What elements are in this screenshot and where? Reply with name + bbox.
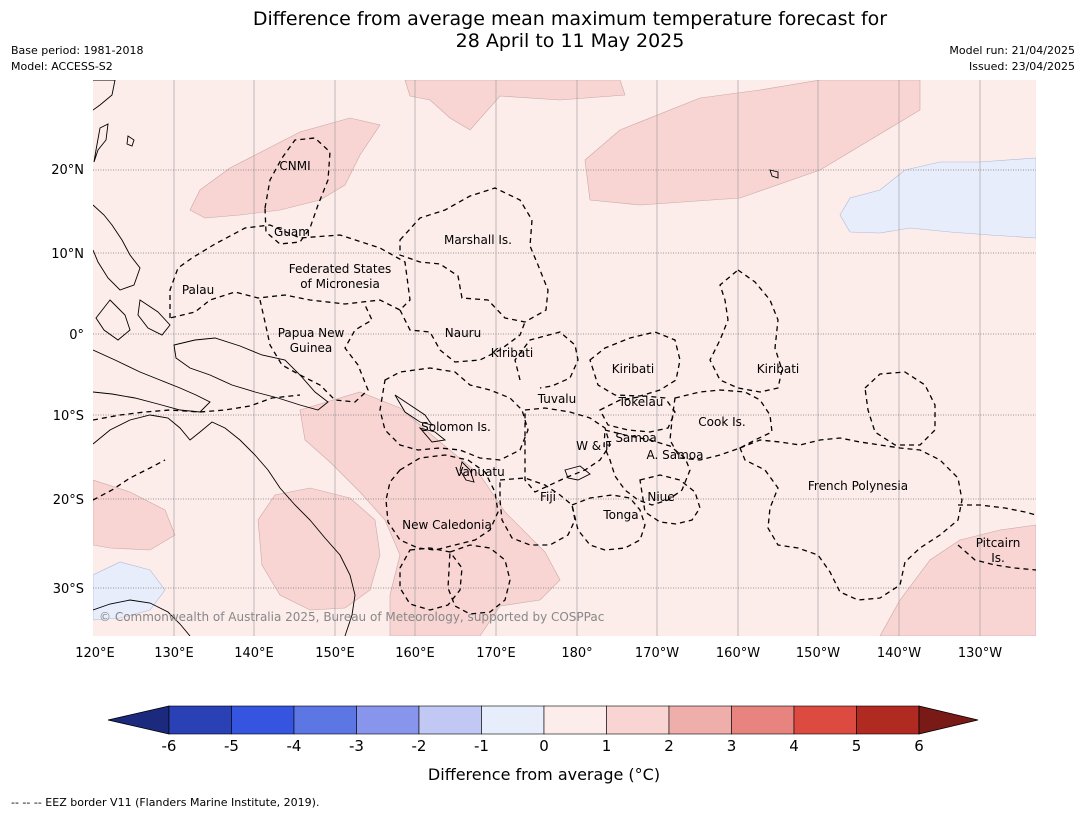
label-png-line2: Guinea xyxy=(290,341,333,355)
colorbar-segment xyxy=(793,705,857,735)
label-kiribati-west: Kiribati xyxy=(491,346,533,360)
colorbar-segment xyxy=(543,705,607,735)
lon-tick: 140°E xyxy=(234,646,274,661)
colorbar-label: Difference from average (°C) xyxy=(428,765,660,784)
lat-tick: 20°N xyxy=(51,163,84,178)
region-labels: CNMI Guam Marshall Is. Federated States … xyxy=(182,159,1020,565)
colorbar-tick: -3 xyxy=(349,737,364,755)
colorbar-extend-low xyxy=(107,705,170,735)
graticule-lines xyxy=(173,80,981,636)
label-tonga: Tonga xyxy=(602,508,638,522)
colorbar-segment xyxy=(731,705,795,735)
colorbar-segment xyxy=(231,705,295,735)
label-marshall-islands: Marshall Is. xyxy=(444,233,512,247)
label-french-polynesia: French Polynesia xyxy=(808,479,908,493)
meta-left: Base period: 1981-2018 Model: ACCESS-S2 xyxy=(11,43,143,75)
colorbar-segment xyxy=(668,705,732,735)
label-american-samoa: A. Samoa xyxy=(647,448,704,462)
map-title: Difference from average mean maximum tem… xyxy=(0,8,1085,52)
lat-tick: 10°N xyxy=(51,247,84,262)
label-guam: Guam xyxy=(274,225,310,239)
label-fsm-line2: of Micronesia xyxy=(300,277,380,291)
lat-tick: 20°S xyxy=(53,493,84,508)
colorbar: -6 -5 -4 -3 -2 -1 0 1 2 3 4 5 6 Differen… xyxy=(107,705,979,784)
lon-tick: 170°E xyxy=(476,646,516,661)
meta-right: Model run: 21/04/2025 Issued: 23/04/2025 xyxy=(949,43,1075,75)
label-kiribati-central: Kiribati xyxy=(612,362,654,376)
cool-anomaly-areas xyxy=(93,157,1036,621)
label-cnmi: CNMI xyxy=(279,159,310,173)
colorbar-segment xyxy=(481,705,545,735)
colorbar-tick: 6 xyxy=(914,737,924,755)
latitude-lines xyxy=(93,169,1036,589)
label-wallis-futuna: W & F xyxy=(576,439,612,453)
colorbar-segment xyxy=(606,705,670,735)
eez-borders xyxy=(93,137,1036,615)
colorbar-tick: 1 xyxy=(602,737,612,755)
colorbar-segment xyxy=(856,705,920,735)
colorbar-segment xyxy=(293,705,357,735)
colorbar-tick: -4 xyxy=(287,737,302,755)
lon-tick: 120°E xyxy=(75,646,115,661)
label-tuvalu: Tuvalu xyxy=(537,392,577,406)
label-fiji: Fiji xyxy=(540,490,556,504)
colorbar-segment xyxy=(356,705,420,735)
lon-tick: 180° xyxy=(561,646,592,661)
eez-footnote: -- -- -- EEZ border V11 (Flanders Marine… xyxy=(11,796,320,809)
colorbar-tick: -2 xyxy=(412,737,427,755)
label-samoa: Samoa xyxy=(615,431,656,445)
label-palau: Palau xyxy=(182,283,214,297)
label-new-caledonia: New Caledonia xyxy=(402,518,492,532)
colorbar-tick: -1 xyxy=(474,737,489,755)
colorbar-tick: -6 xyxy=(162,737,177,755)
lon-tick: 130°E xyxy=(154,646,194,661)
colorbar-tick: -5 xyxy=(224,737,239,755)
label-fsm-line1: Federated States xyxy=(289,262,391,276)
lon-tick: 150°E xyxy=(315,646,355,661)
lon-tick: 140°W xyxy=(877,646,921,661)
lat-tick: 30°S xyxy=(53,582,84,597)
colorbar-tick: 4 xyxy=(789,737,799,755)
label-png-line1: Papua New xyxy=(278,326,345,340)
title-line-2: 28 April to 11 May 2025 xyxy=(455,30,685,52)
label-cook-islands: Cook Is. xyxy=(698,415,745,429)
lon-tick: 130°W xyxy=(958,646,1002,661)
colorbar-extend-high xyxy=(918,705,979,735)
colorbar-segment xyxy=(168,705,232,735)
label-nauru: Nauru xyxy=(445,326,481,340)
title-line-1: Difference from average mean maximum tem… xyxy=(252,8,888,30)
lon-tick: 150°W xyxy=(796,646,840,661)
model-name: Model: ACCESS-S2 xyxy=(11,60,113,73)
model-run: Model run: 21/04/2025 xyxy=(949,44,1075,57)
issued-date: Issued: 23/04/2025 xyxy=(968,60,1075,73)
coastlines xyxy=(93,80,779,636)
label-pitcairn-line2: Is. xyxy=(991,551,1005,565)
label-tokelau: Tokelau xyxy=(618,395,664,409)
colorbar-tick-labels: -6 -5 -4 -3 -2 -1 0 1 2 3 4 5 6 xyxy=(162,737,924,755)
copyright-notice: © Commonwealth of Australia 2025, Bureau… xyxy=(99,610,604,624)
longitude-tick-labels: 120°E 130°E 140°E 150°E 160°E 170°E 180°… xyxy=(75,646,1002,661)
label-kiribati-east: Kiribati xyxy=(757,362,799,376)
lon-tick: 160°E xyxy=(395,646,435,661)
colorbar-tick: 2 xyxy=(664,737,674,755)
latitude-tick-labels: 20°N 10°N 0° 10°S 20°S 30°S xyxy=(51,163,84,597)
colorbar-tick: 3 xyxy=(727,737,737,755)
label-vanuatu: Vanuatu xyxy=(455,465,505,479)
lat-tick: 0° xyxy=(69,328,84,343)
colorbar-tick: 5 xyxy=(852,737,862,755)
label-pitcairn-line1: Pitcairn xyxy=(976,536,1021,550)
lon-tick: 170°W xyxy=(635,646,679,661)
label-solomon-islands: Solomon Is. xyxy=(421,420,491,434)
colorbar-tick: 0 xyxy=(539,737,549,755)
lon-tick: 160°W xyxy=(716,646,760,661)
colorbar-segment xyxy=(418,705,482,735)
ocean-background xyxy=(93,80,1036,636)
label-niue: Niue xyxy=(647,490,674,504)
base-period: Base period: 1981-2018 xyxy=(11,44,144,57)
map-area: CNMI Guam Marshall Is. Federated States … xyxy=(93,80,1036,636)
lat-tick: 10°S xyxy=(53,409,84,424)
